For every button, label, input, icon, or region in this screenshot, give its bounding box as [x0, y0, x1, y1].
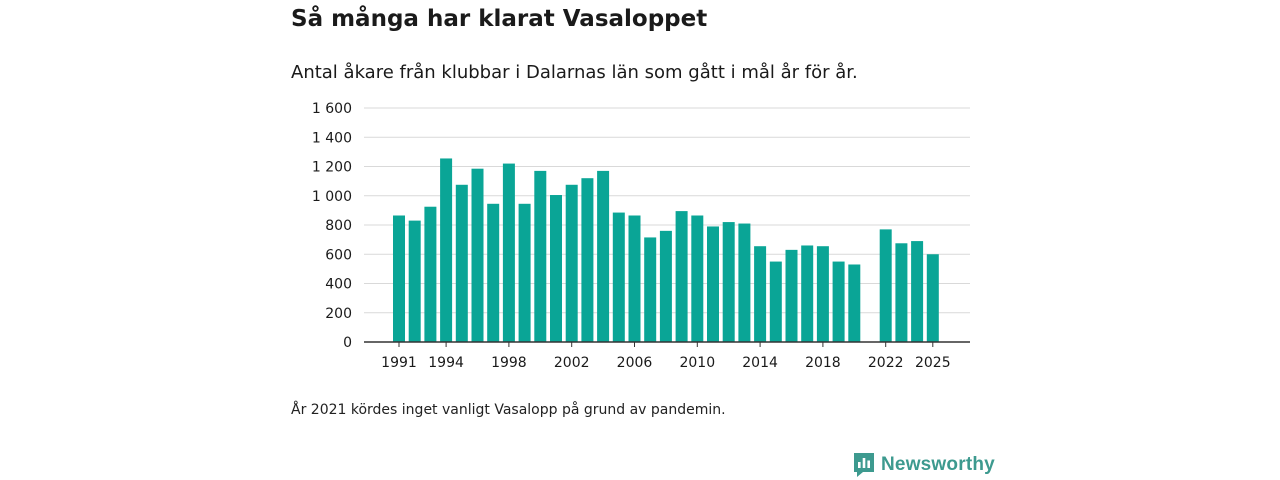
bars — [393, 158, 939, 342]
x-tick-label: 2022 — [868, 355, 904, 371]
bar-2015 — [769, 261, 782, 342]
x-tick-label: 1998 — [491, 355, 527, 371]
x-tick-label: 2025 — [915, 355, 951, 371]
bar-2002 — [565, 184, 578, 342]
bar-2000 — [534, 170, 547, 342]
bar-2006 — [628, 215, 641, 342]
bar-2016 — [785, 249, 798, 342]
y-tick-label: 1 600 — [312, 101, 352, 117]
bar-2023 — [895, 243, 908, 342]
x-tick-label: 2018 — [805, 355, 841, 371]
bar-2005 — [612, 212, 625, 342]
bar-2012 — [722, 222, 735, 342]
y-tick-label: 1 000 — [312, 189, 352, 205]
bar-1992 — [408, 220, 421, 342]
x-tick-label: 2002 — [554, 355, 590, 371]
bar-1998 — [502, 163, 515, 342]
y-tick-label: 1 200 — [312, 160, 352, 176]
x-tick-label: 2014 — [742, 355, 778, 371]
bar-1995 — [455, 184, 468, 342]
x-tick-label: 2010 — [679, 355, 715, 371]
y-tick-label: 400 — [325, 277, 352, 293]
bar-1993 — [424, 206, 437, 342]
bar-2010 — [691, 215, 704, 342]
chart-subtitle: Antal åkare från klubbar i Dalarnas län … — [291, 62, 858, 83]
bar-2025 — [926, 254, 939, 342]
bar-1996 — [471, 168, 484, 342]
bar-1999 — [518, 203, 531, 342]
x-axis-ticks: 1991 1994 1998 2002 2006 2010 2014 2018 2022 2025 — [381, 342, 951, 371]
bar-1994 — [440, 158, 453, 342]
bar-2009 — [675, 211, 688, 342]
bar-1997 — [487, 203, 500, 342]
bar-1991 — [393, 215, 405, 342]
x-tick-label: 1994 — [428, 355, 464, 371]
y-tick-label: 0 — [343, 335, 352, 351]
bar-2003 — [581, 178, 594, 342]
bar-2018 — [816, 246, 829, 342]
bar-2004 — [597, 170, 610, 342]
bar-2017 — [801, 245, 814, 342]
y-axis-ticks: 0 200 400 600 800 1 000 1 200 1 400 1 600 — [312, 101, 352, 351]
y-tick-label: 600 — [325, 247, 352, 263]
bar-2013 — [738, 223, 751, 342]
bar-2019 — [832, 261, 845, 342]
bar-2001 — [550, 195, 562, 342]
bar-2024 — [911, 241, 924, 342]
bar-2007 — [644, 237, 657, 342]
bar-2020 — [848, 264, 861, 342]
bar-2014 — [754, 246, 767, 342]
chart-title: Så många har klarat Vasaloppet — [291, 6, 708, 32]
brand-name: Newsworthy — [881, 454, 995, 475]
y-tick-label: 200 — [325, 306, 352, 322]
brand-logo: Newsworthy — [853, 452, 995, 478]
y-tick-label: 800 — [325, 218, 352, 234]
footnote: År 2021 kördes inget vanligt Vasalopp på… — [291, 402, 726, 418]
newsworthy-logo-icon — [854, 453, 874, 477]
bar-2011 — [707, 226, 719, 342]
x-tick-label: 1991 — [381, 355, 417, 371]
bar-2022 — [879, 229, 892, 342]
y-tick-label: 1 400 — [312, 130, 352, 146]
bar-2008 — [659, 230, 672, 342]
x-tick-label: 2006 — [617, 355, 653, 371]
